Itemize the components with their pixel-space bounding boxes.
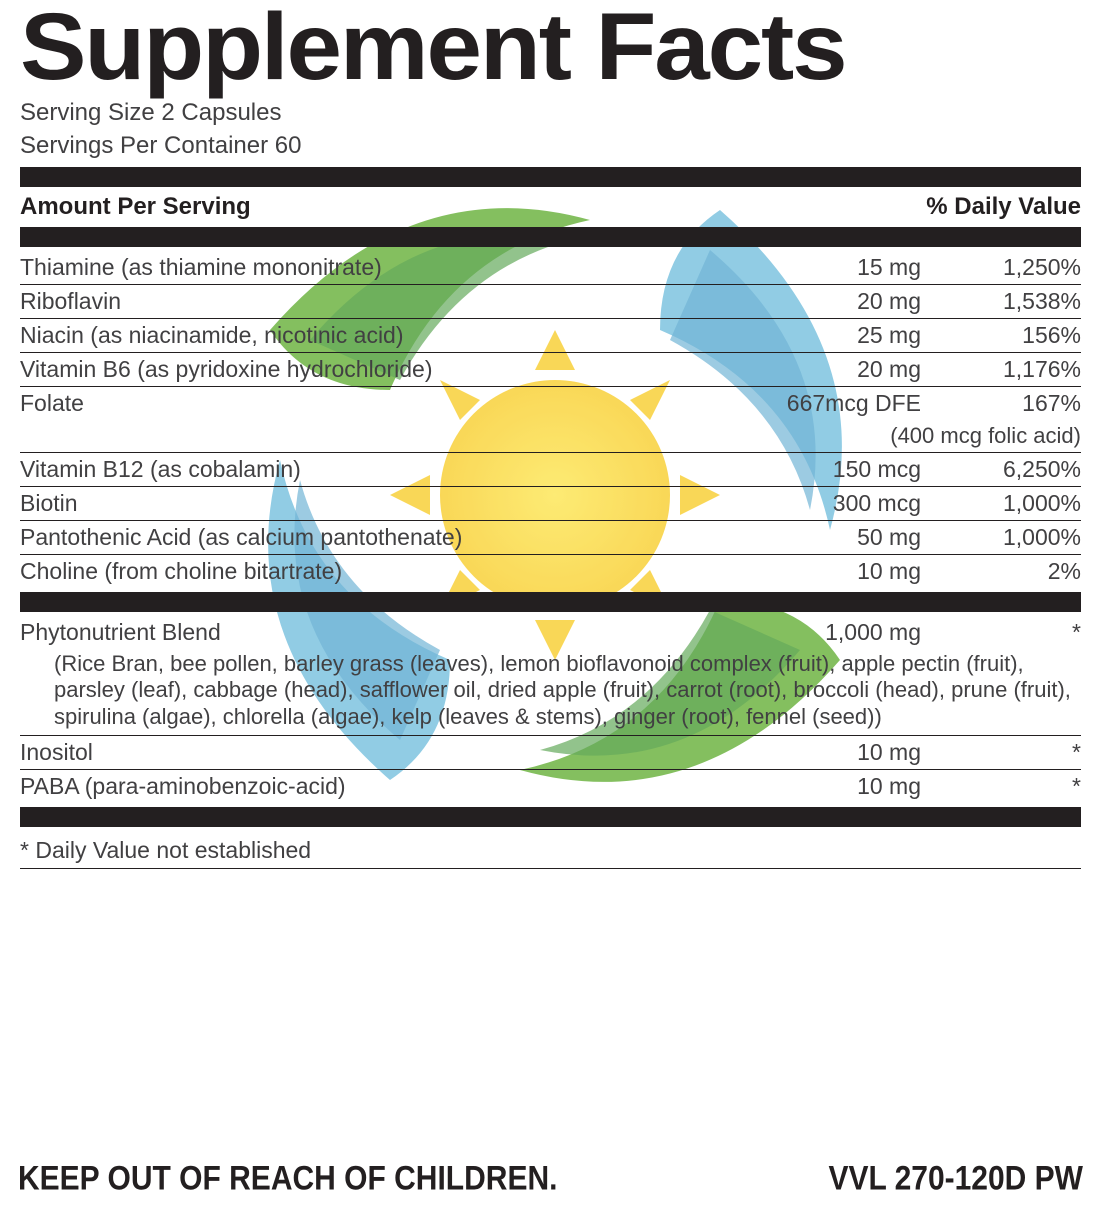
nutrient-dv: 1,000% — [921, 520, 1081, 554]
nutrient-row: Thiamine (as thiamine mononitrate)15 mg1… — [20, 251, 1081, 285]
nutrient-table-a: Thiamine (as thiamine mononitrate)15 mg1… — [20, 251, 1081, 387]
nutrient-name: Phytonutrient Blend — [20, 616, 661, 649]
header-dv: % Daily Value — [851, 193, 1081, 221]
nutrient-amount: 150 mcg — [661, 453, 921, 487]
nutrient-amount: 15 mg — [661, 251, 921, 285]
nutrient-amount: 10 mg — [661, 554, 921, 588]
nutrient-dv: 156% — [921, 318, 1081, 352]
nutrient-amount: 20 mg — [661, 284, 921, 318]
nutrient-name: PABA (para-aminobenzoic-acid) — [20, 770, 661, 804]
nutrient-amount: 50 mg — [661, 520, 921, 554]
nutrient-name: Inositol — [20, 736, 661, 770]
nutrient-dv: 1,176% — [921, 352, 1081, 386]
panel-title: Supplement Facts — [20, 0, 1101, 95]
divider-bar — [20, 227, 1081, 247]
nutrient-table-b: Vitamin B12 (as cobalamin)150 mcg6,250%B… — [20, 453, 1081, 588]
nutrient-name: Biotin — [20, 486, 661, 520]
product-code: VVL 270-120D PW — [828, 1159, 1083, 1198]
nutrient-amount: 25 mg — [661, 318, 921, 352]
folate-row: Folate 667mcg DFE 167% (400 mcg folic ac… — [20, 387, 1081, 453]
warning-text: KEEP OUT OF REACH OF CHILDREN. — [18, 1159, 557, 1198]
nutrient-dv: 1,000% — [921, 486, 1081, 520]
nutrient-row: Vitamin B12 (as cobalamin)150 mcg6,250% — [20, 453, 1081, 487]
nutrient-table-c: Inositol10 mg*PABA (para-aminobenzoic-ac… — [20, 736, 1081, 803]
nutrient-row: Inositol10 mg* — [20, 736, 1081, 770]
nutrient-name: Vitamin B12 (as cobalamin) — [20, 453, 661, 487]
nutrient-row: PABA (para-aminobenzoic-acid)10 mg* — [20, 770, 1081, 804]
nutrient-dv: 2% — [921, 554, 1081, 588]
nutrient-dv: * — [921, 736, 1081, 770]
supplement-facts-panel: Supplement Facts Serving Size 2 Capsules… — [0, 0, 1101, 869]
nutrient-row: Vitamin B6 (as pyridoxine hydrochloride)… — [20, 352, 1081, 386]
divider-bar — [20, 807, 1081, 827]
nutrient-name: Pantothenic Acid (as calcium pantothenat… — [20, 520, 661, 554]
nutrient-row: Riboflavin20 mg1,538% — [20, 284, 1081, 318]
nutrient-row: Pantothenic Acid (as calcium pantothenat… — [20, 520, 1081, 554]
nutrient-name: Vitamin B6 (as pyridoxine hydrochloride) — [20, 352, 661, 386]
nutrient-dv: 167% — [921, 387, 1081, 420]
divider-bar — [20, 167, 1081, 187]
blend-description: (Rice Bran, bee pollen, barley grass (le… — [20, 649, 1081, 736]
footnote: * Daily Value not established — [20, 831, 1081, 869]
header-amount: Amount Per Serving — [20, 193, 851, 221]
column-headers: Amount Per Serving % Daily Value — [20, 191, 1081, 223]
nutrient-dv: * — [921, 770, 1081, 804]
nutrient-row: Choline (from choline bitartrate)10 mg2% — [20, 554, 1081, 588]
nutrient-name: Riboflavin — [20, 284, 661, 318]
nutrient-name: Thiamine (as thiamine mononitrate) — [20, 251, 661, 285]
nutrient-amount: 10 mg — [661, 736, 921, 770]
servings-per-container: Servings Per Container 60 — [20, 132, 1081, 161]
nutrient-dv: 6,250% — [921, 453, 1081, 487]
nutrient-row: Niacin (as niacinamide, nicotinic acid)2… — [20, 318, 1081, 352]
nutrient-amount: 1,000 mg — [661, 616, 921, 649]
nutrient-amount: 300 mcg — [661, 486, 921, 520]
bottom-bar: KEEP OUT OF REACH OF CHILDREN. VVL 270-1… — [18, 1159, 1083, 1198]
nutrient-amount: 667mcg DFE — [661, 387, 921, 420]
nutrient-name: Folate — [20, 387, 661, 420]
nutrient-dv: * — [921, 616, 1081, 649]
folate-sub: (400 mcg folic acid) — [20, 420, 1081, 453]
nutrient-name: Niacin (as niacinamide, nicotinic acid) — [20, 318, 661, 352]
nutrient-amount: 10 mg — [661, 770, 921, 804]
divider-bar — [20, 592, 1081, 612]
nutrient-name: Choline (from choline bitartrate) — [20, 554, 661, 588]
nutrient-dv: 1,538% — [921, 284, 1081, 318]
blend-row: Phytonutrient Blend 1,000 mg * — [20, 616, 1081, 649]
serving-size: Serving Size 2 Capsules — [20, 99, 1081, 128]
nutrient-amount: 20 mg — [661, 352, 921, 386]
nutrient-row: Biotin300 mcg1,000% — [20, 486, 1081, 520]
nutrient-dv: 1,250% — [921, 251, 1081, 285]
